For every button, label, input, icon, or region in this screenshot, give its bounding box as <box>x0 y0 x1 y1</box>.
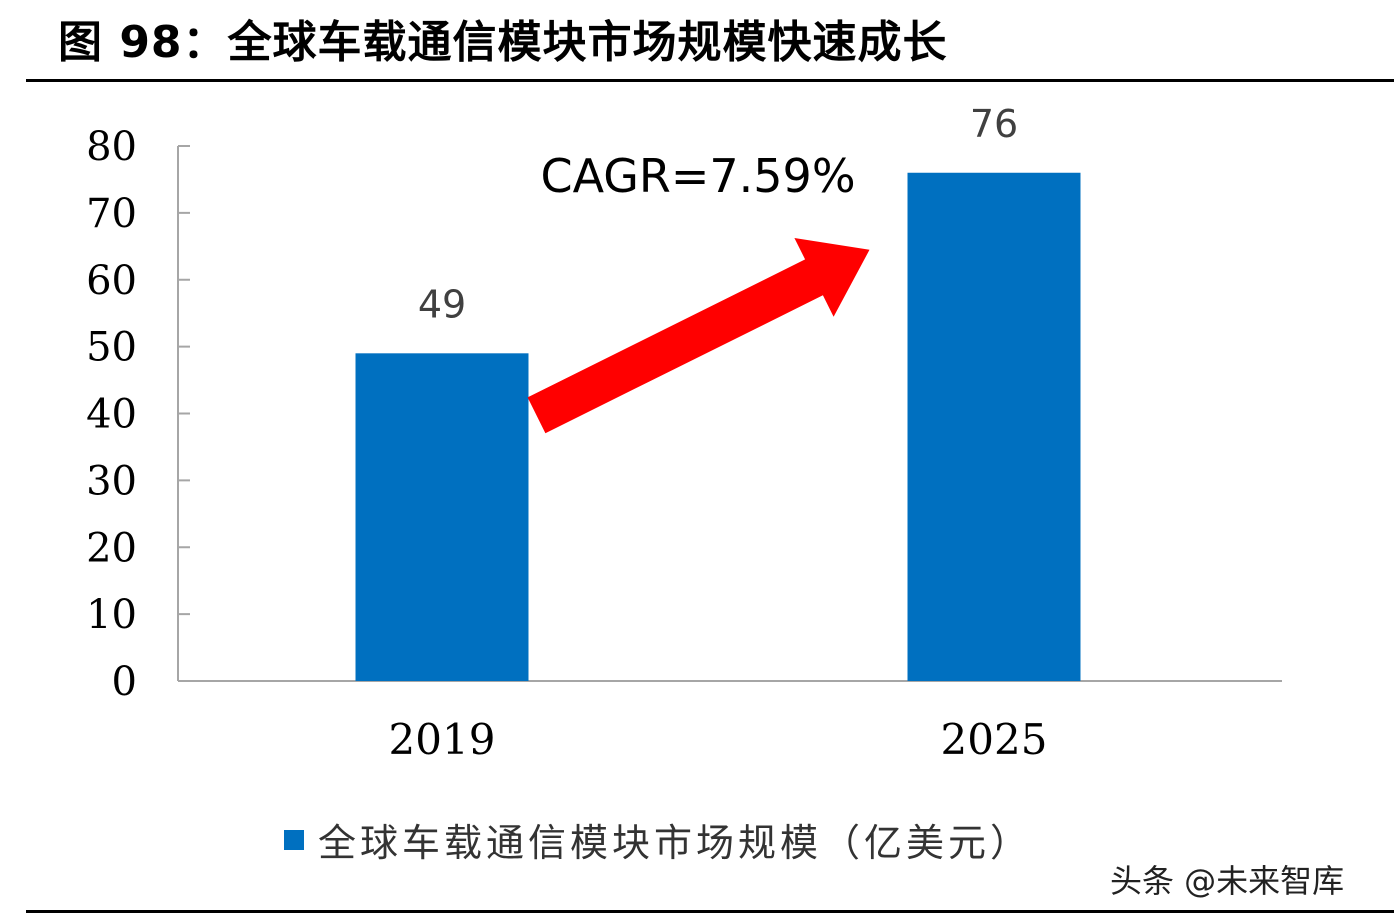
legend-label: 全球车载通信模块市场规模（亿美元） <box>318 821 1033 865</box>
x-tick-label-2019: 2019 <box>389 715 496 764</box>
y-tick-label: 70 <box>86 191 137 237</box>
x-tick-label-2025: 2025 <box>941 715 1048 764</box>
y-tick-label: 60 <box>86 258 137 304</box>
y-tick-label: 50 <box>86 325 137 371</box>
cagr-annotation: CAGR=7.59% <box>540 149 855 203</box>
legend-swatch <box>284 829 304 850</box>
y-tick-label: 30 <box>86 458 137 504</box>
growth-arrow-icon <box>527 238 870 434</box>
top-rule <box>26 79 1394 82</box>
bar-2025 <box>907 172 1081 681</box>
data-label-2019: 49 <box>418 282 466 326</box>
y-tick-label: 10 <box>86 592 137 638</box>
bar-2019 <box>355 353 529 681</box>
y-tick-label: 80 <box>86 124 137 170</box>
y-tick-label: 40 <box>86 392 137 438</box>
bottom-rule <box>26 910 1394 913</box>
watermark: 头条 @未来智库 <box>1110 862 1345 900</box>
y-tick-label: 20 <box>86 525 137 571</box>
y-tick-label: 0 <box>112 659 137 705</box>
legend: 全球车载通信模块市场规模（亿美元） <box>284 812 1032 867</box>
data-label-2025: 76 <box>970 102 1018 146</box>
figure-title: 图 98：全球车载通信模块市场规模快速成长 <box>58 17 948 68</box>
